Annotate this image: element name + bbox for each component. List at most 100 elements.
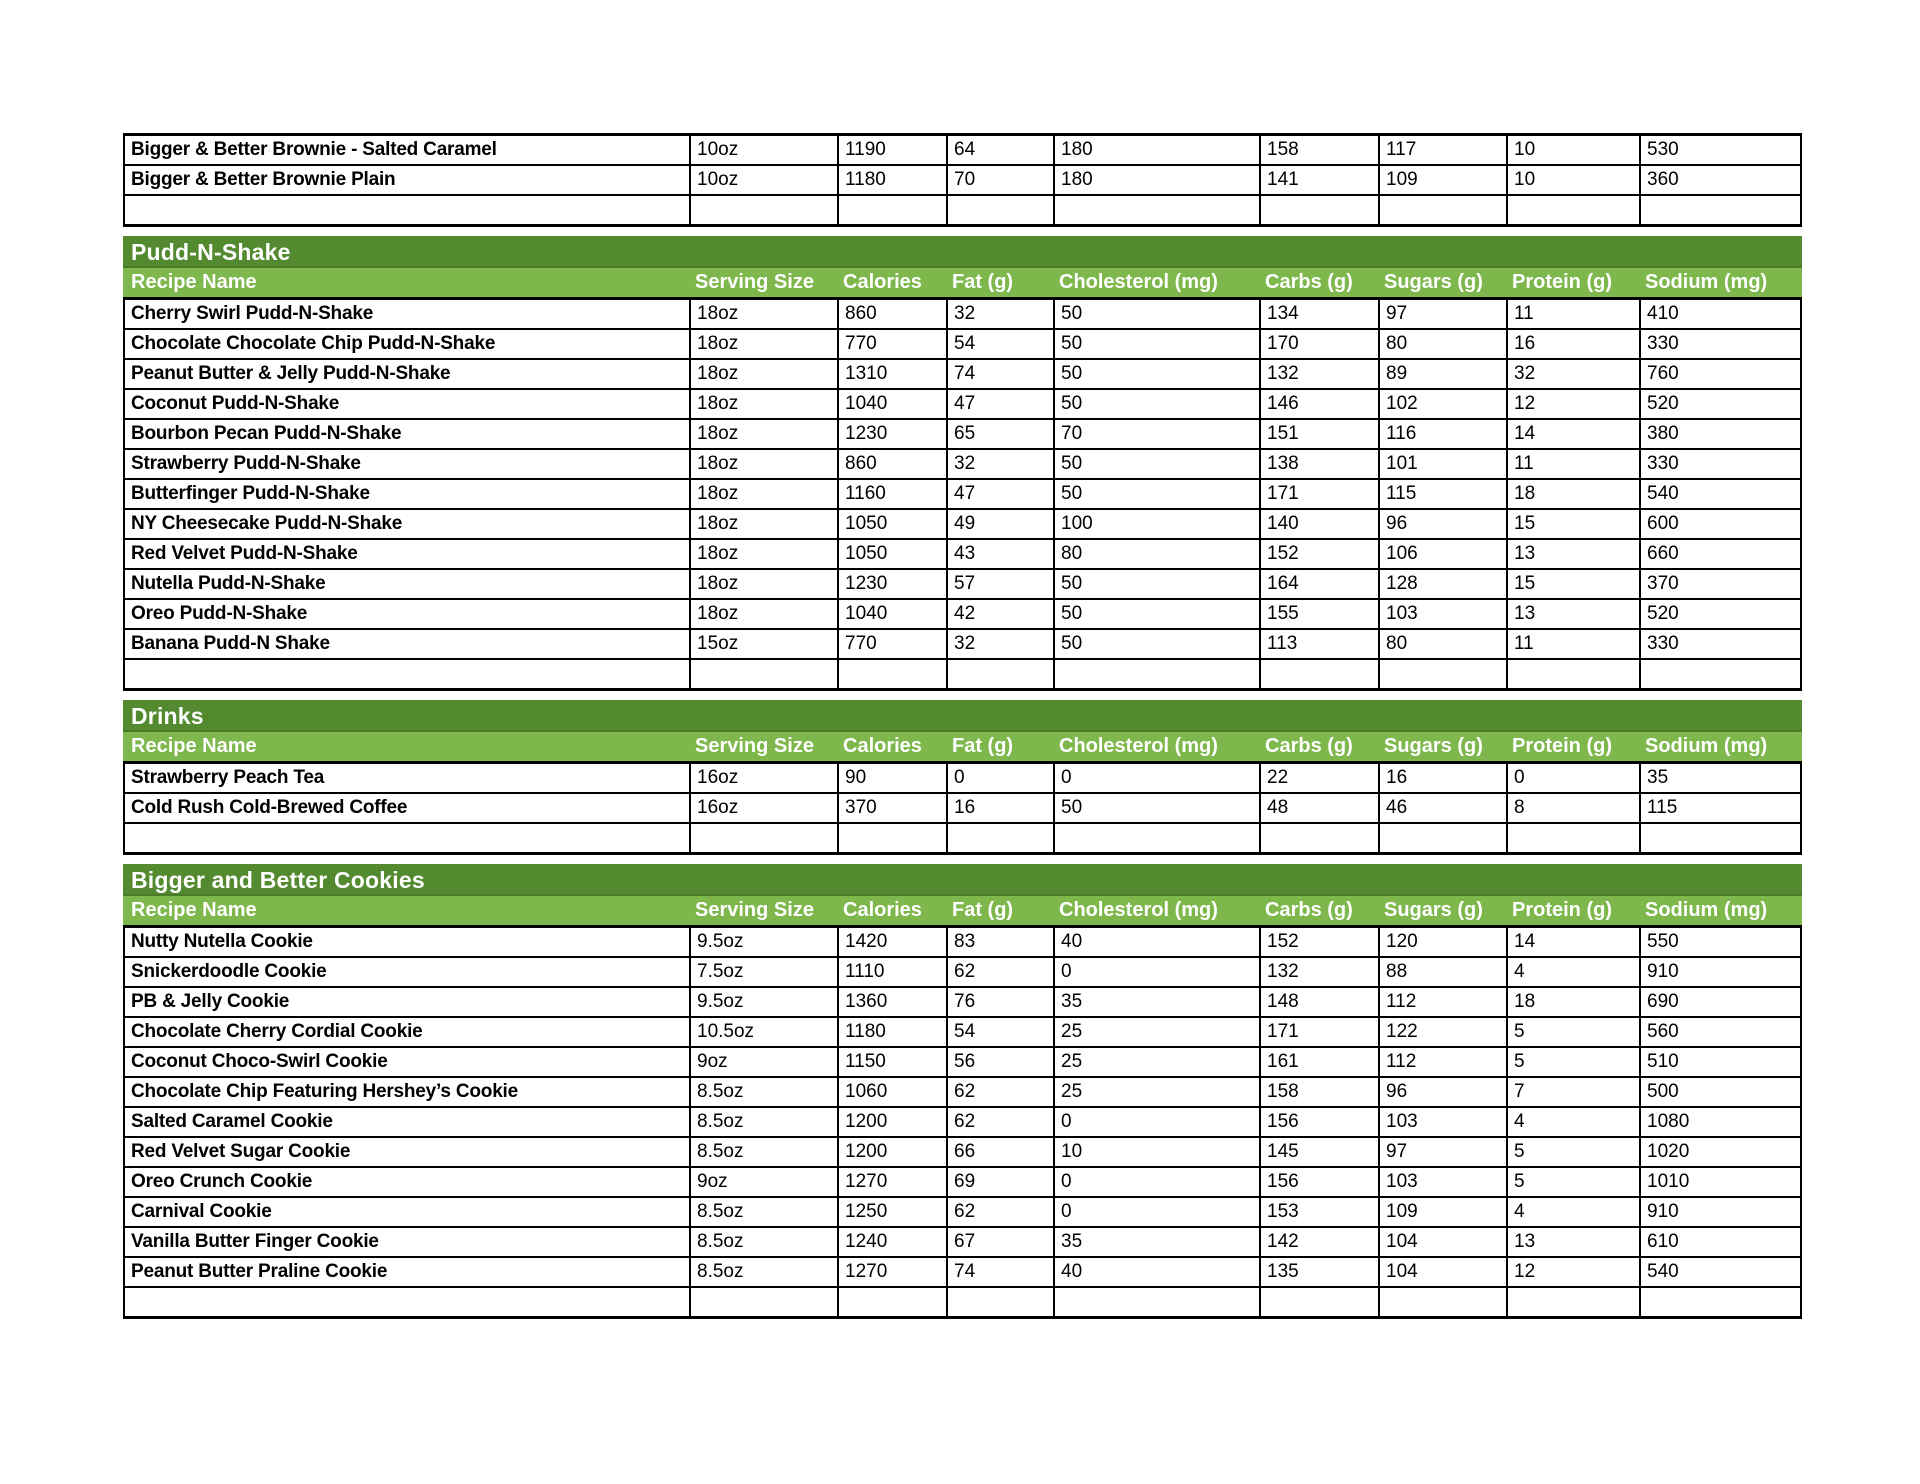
value-cell: 101 — [1378, 450, 1506, 478]
value-cell: 370 — [837, 794, 946, 822]
value-cell: 46 — [1378, 794, 1506, 822]
section-rows: Strawberry Peach Tea 16oz 90 0 0 22 16 0 35 Cold … — [123, 761, 1802, 855]
value-cell: 134 — [1259, 300, 1378, 328]
value-cell: 145 — [1259, 1138, 1378, 1166]
section-rows: Nutty Nutella Cookie 9.5oz 1420 83 40 152 120 1… — [123, 925, 1802, 1319]
value-cell: 62 — [946, 1198, 1053, 1226]
value-cell: 161 — [1259, 1048, 1378, 1076]
value-cell: 770 — [837, 630, 946, 658]
value-cell: 910 — [1639, 1198, 1800, 1226]
value-cell: 4 — [1506, 1198, 1639, 1226]
value-cell: 49 — [946, 510, 1053, 538]
blank-row — [125, 660, 1800, 688]
blank-cell — [1259, 196, 1378, 224]
blank-cell — [1639, 660, 1800, 688]
value-cell: 13 — [1506, 540, 1639, 568]
value-cell: 148 — [1259, 988, 1378, 1016]
value-cell: 180 — [1053, 136, 1259, 164]
value-cell: 57 — [946, 570, 1053, 598]
table-row: Snickerdoodle Cookie 7.5oz 1110 62 0 132 88 4 91… — [125, 958, 1800, 988]
value-cell: 1190 — [837, 136, 946, 164]
value-cell: 5 — [1506, 1018, 1639, 1046]
section-gap — [123, 227, 1802, 236]
value-cell: 0 — [1053, 1108, 1259, 1136]
value-cell: 0 — [1053, 1168, 1259, 1196]
value-cell: 171 — [1259, 480, 1378, 508]
value-cell: 50 — [1053, 480, 1259, 508]
value-cell: 1150 — [837, 1048, 946, 1076]
value-cell: 10 — [1506, 166, 1639, 194]
section-bigger-and-better-cookies: Bigger and Better Cookies Recipe Name Serv… — [123, 855, 1802, 1319]
value-cell: 152 — [1259, 928, 1378, 956]
blank-cell — [125, 824, 689, 852]
value-cell: 560 — [1639, 1018, 1800, 1046]
value-cell: 116 — [1378, 420, 1506, 448]
value-cell: 9oz — [689, 1048, 837, 1076]
value-cell: 330 — [1639, 330, 1800, 358]
recipe-name-cell: Peanut Butter & Jelly Pudd-N-Shake — [131, 363, 451, 384]
table-row: Oreo Crunch Cookie 9oz 1270 69 0 156 103 5 1010 — [125, 1168, 1800, 1198]
value-cell: 43 — [946, 540, 1053, 568]
value-cell: 18oz — [689, 420, 837, 448]
value-cell: 16 — [1378, 764, 1506, 792]
blank-cell — [1506, 196, 1639, 224]
value-cell: 1040 — [837, 600, 946, 628]
value-cell: 8.5oz — [689, 1108, 837, 1136]
blank-cell — [689, 196, 837, 224]
section-gap — [123, 855, 1802, 864]
value-cell: 8.5oz — [689, 1138, 837, 1166]
recipe-name-cell: Bourbon Pecan Pudd-N-Shake — [131, 423, 402, 444]
value-cell: 520 — [1639, 390, 1800, 418]
value-cell: 18oz — [689, 450, 837, 478]
value-cell: 69 — [946, 1168, 1053, 1196]
value-cell: 151 — [1259, 420, 1378, 448]
value-cell: 5 — [1506, 1168, 1639, 1196]
blank-cell — [946, 824, 1053, 852]
blank-cell — [1378, 660, 1506, 688]
value-cell: 16oz — [689, 794, 837, 822]
table-row: Salted Caramel Cookie 8.5oz 1200 62 0 156 103 4… — [125, 1108, 1800, 1138]
value-cell: 1420 — [837, 928, 946, 956]
value-cell: 104 — [1378, 1228, 1506, 1256]
recipe-name-cell: Red Velvet Sugar Cookie — [131, 1141, 351, 1162]
value-cell: 18oz — [689, 360, 837, 388]
blank-cell — [1378, 196, 1506, 224]
table-row: Bourbon Pecan Pudd-N-Shake 18oz 1230 65 70 15… — [125, 420, 1800, 450]
column-header-cholesterol-mg: Cholesterol (mg) — [1059, 271, 1218, 293]
value-cell: 11 — [1506, 300, 1639, 328]
recipe-name-cell: Cold Rush Cold-Brewed Coffee — [131, 797, 408, 818]
value-cell: 112 — [1378, 988, 1506, 1016]
blank-cell — [1506, 824, 1639, 852]
blank-cell — [1259, 824, 1378, 852]
value-cell: 8.5oz — [689, 1228, 837, 1256]
value-cell: 18oz — [689, 600, 837, 628]
table-row: Peanut Butter & Jelly Pudd-N-Shake 18oz 13… — [125, 360, 1800, 390]
value-cell: 18oz — [689, 510, 837, 538]
blank-cell — [1639, 1288, 1800, 1316]
recipe-name-cell: Coconut Pudd-N-Shake — [131, 393, 340, 414]
value-cell: 106 — [1378, 540, 1506, 568]
column-header-serving-size: Serving Size — [695, 735, 814, 757]
value-cell: 1230 — [837, 420, 946, 448]
value-cell: 155 — [1259, 600, 1378, 628]
column-header-sugars-g: Sugars (g) — [1384, 735, 1483, 757]
blank-cell — [1506, 660, 1639, 688]
table-row: NY Cheesecake Pudd-N-Shake 18oz 1050 49 100 1… — [125, 510, 1800, 540]
blank-cell — [689, 660, 837, 688]
value-cell: 600 — [1639, 510, 1800, 538]
value-cell: 690 — [1639, 988, 1800, 1016]
value-cell: 11 — [1506, 630, 1639, 658]
value-cell: 1180 — [837, 1018, 946, 1046]
recipe-name-cell: Nutty Nutella Cookie — [131, 931, 313, 952]
blank-row — [125, 1288, 1800, 1316]
value-cell: 1060 — [837, 1078, 946, 1106]
recipe-name-cell: Banana Pudd-N Shake — [131, 633, 330, 654]
column-header-protein-g: Protein (g) — [1512, 735, 1612, 757]
value-cell: 140 — [1259, 510, 1378, 538]
blank-cell — [1053, 824, 1259, 852]
value-cell: 141 — [1259, 166, 1378, 194]
value-cell: 410 — [1639, 300, 1800, 328]
value-cell: 1310 — [837, 360, 946, 388]
blank-cell — [946, 196, 1053, 224]
value-cell: 1080 — [1639, 1108, 1800, 1136]
